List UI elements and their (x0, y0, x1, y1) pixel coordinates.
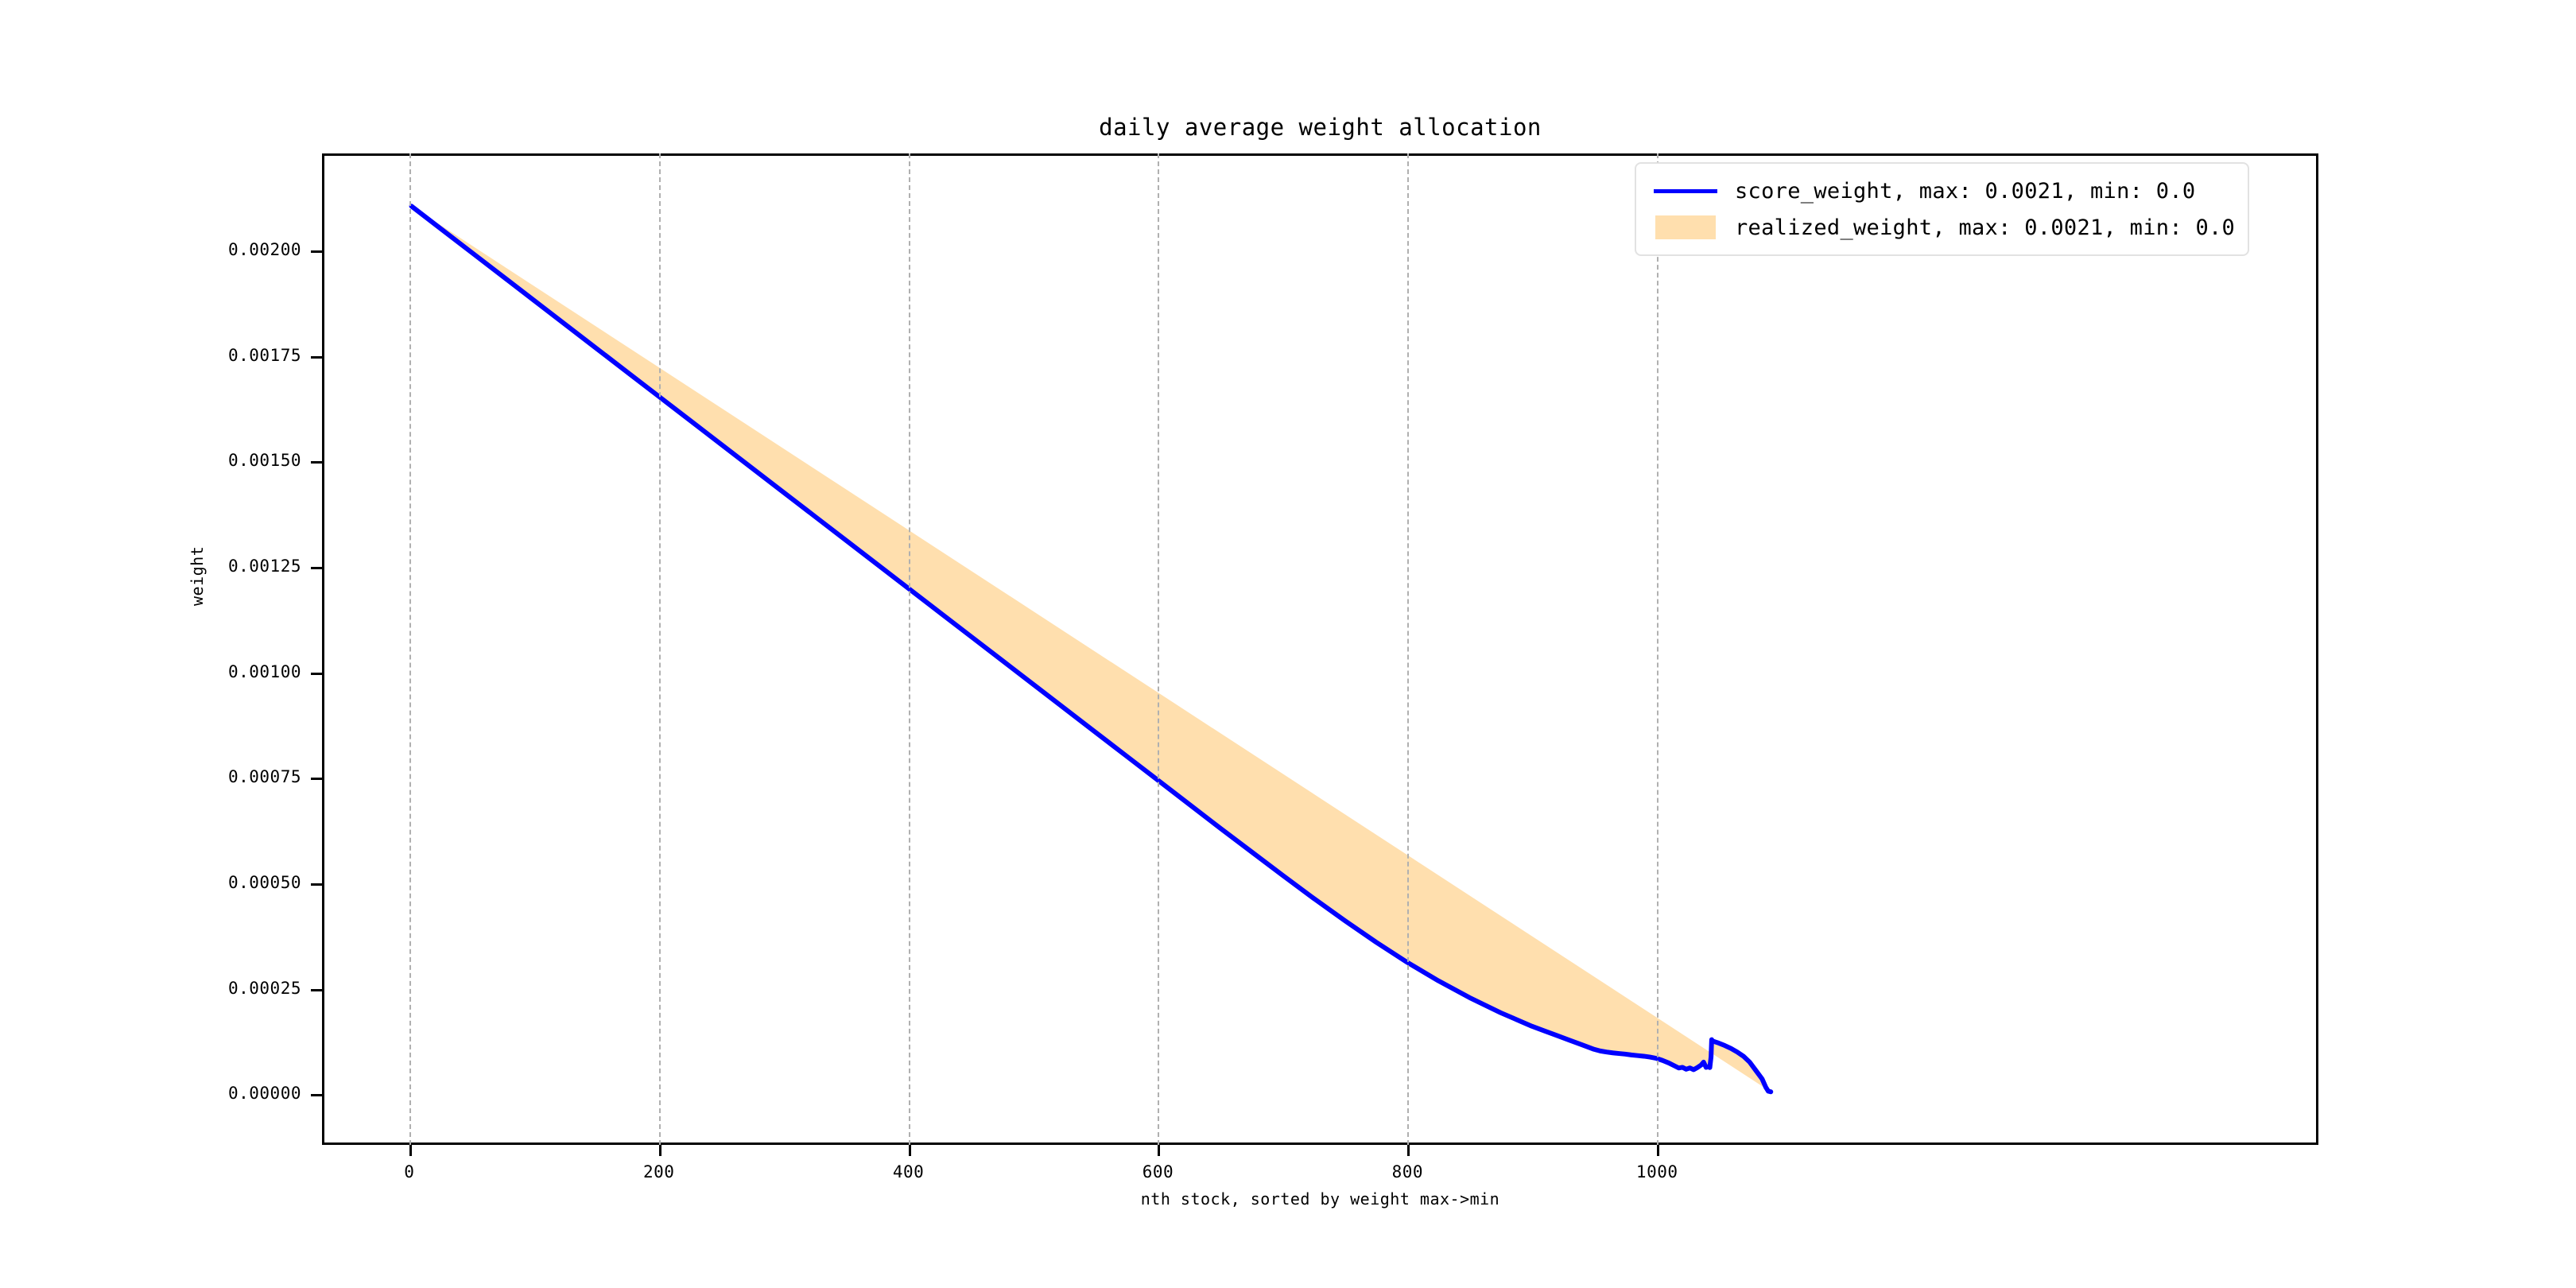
gridline-x-0 (409, 153, 411, 1145)
legend-label-realized-weight: realized_weight, max: 0.0021, min: 0.0 (1735, 215, 2236, 240)
gridline-x-200 (658, 153, 661, 1145)
legend-line-swatch-icon (1647, 188, 1724, 193)
x-tick-label-600: 600 (1142, 1162, 1174, 1181)
x-tick-label-0: 0 (404, 1162, 415, 1181)
x-tick-label-1000: 1000 (1635, 1162, 1678, 1181)
y-tick-mark-2 (311, 883, 322, 886)
legend-item-score-weight[interactable]: score_weight, max: 0.0021, min: 0.0 (1647, 173, 2235, 209)
x-axis-ticks: 0 200 400 600 800 1000 (322, 1145, 2318, 1193)
data-series-svg (409, 204, 1774, 1095)
realized-weight-area (411, 206, 1771, 1092)
x-tick-label-800: 800 (1391, 1162, 1424, 1181)
x-tick-label-400: 400 (892, 1162, 925, 1181)
score-weight-line (409, 204, 1774, 1095)
x-axis-label: nth stock, sorted by weight max->min (1140, 1189, 1500, 1208)
y-tick-mark-1 (311, 988, 322, 991)
legend-item-realized-weight[interactable]: realized_weight, max: 0.0021, min: 0.0 (1647, 209, 2235, 246)
plot-area (322, 153, 2318, 1145)
x-tick-mark-600 (1158, 1145, 1161, 1156)
y-tick-label-0.00200: 0.00200 (227, 240, 301, 260)
legend-label-score-weight: score_weight, max: 0.0021, min: 0.0 (1735, 178, 2196, 204)
y-tick-label-0.00050: 0.00050 (227, 873, 301, 892)
y-tick-label-0.00100: 0.00100 (227, 661, 301, 681)
gridline-x-800 (1407, 153, 1410, 1145)
y-tick-mark-8 (311, 250, 322, 254)
x-tick-mark-800 (1407, 1145, 1410, 1156)
y-tick-label-0.00025: 0.00025 (227, 978, 301, 998)
gridline-x-1000 (1657, 153, 1659, 1145)
y-tick-mark-0 (311, 1094, 322, 1097)
x-tick-label-200: 200 (643, 1162, 675, 1181)
x-tick-mark-1000 (1657, 1145, 1660, 1156)
gridline-x-600 (1158, 153, 1160, 1145)
y-tick-label-0.00000: 0.00000 (227, 1084, 301, 1104)
chart-legend: score_weight, max: 0.0021, min: 0.0 real… (1635, 162, 2250, 256)
chart-title: daily average weight allocation (1099, 114, 1542, 141)
x-tick-mark-400 (908, 1145, 911, 1156)
plot-inner (324, 156, 2316, 1143)
x-tick-mark-0 (409, 1145, 412, 1156)
y-tick-mark-4 (311, 672, 322, 675)
legend-patch-swatch-icon (1647, 215, 1724, 239)
y-tick-mark-3 (311, 778, 322, 781)
y-tick-label-0.00175: 0.00175 (227, 345, 301, 365)
x-tick-mark-200 (658, 1145, 661, 1156)
y-tick-mark-5 (311, 567, 322, 570)
y-tick-label-0.00150: 0.00150 (227, 451, 301, 471)
y-tick-mark-6 (311, 461, 322, 464)
y-axis-label: weight (188, 545, 207, 606)
y-tick-label-0.00125: 0.00125 (227, 557, 301, 576)
gridline-x-400 (908, 153, 910, 1145)
y-tick-mark-7 (311, 355, 322, 359)
y-tick-label-0.00075: 0.00075 (227, 767, 301, 787)
